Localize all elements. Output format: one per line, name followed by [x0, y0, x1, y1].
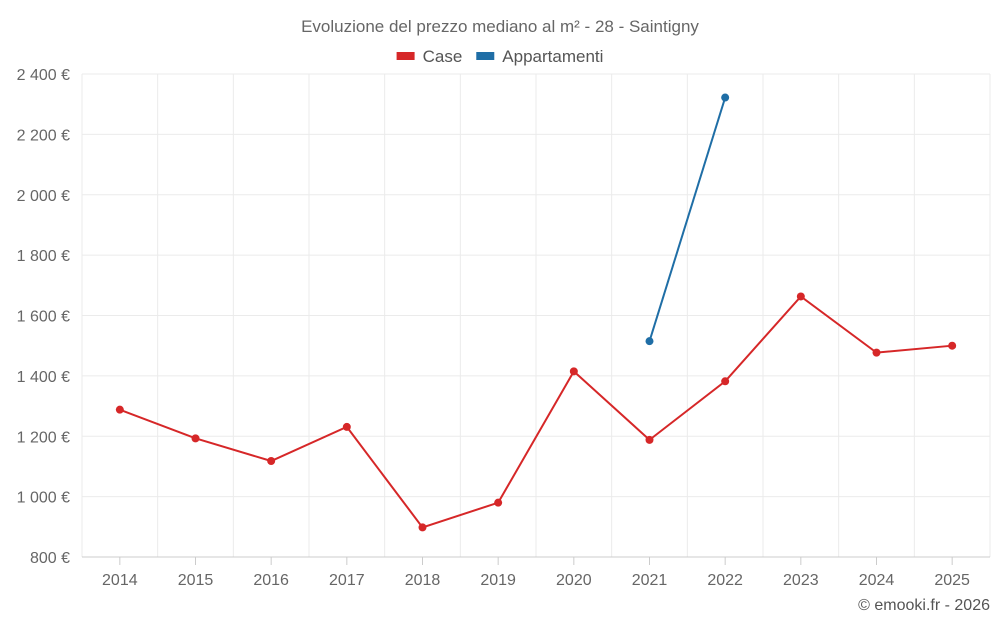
y-tick-label: 1 800 € — [17, 248, 70, 265]
y-tick-label: 800 € — [30, 550, 70, 567]
grid — [81, 73, 991, 557]
series — [115, 93, 957, 532]
data-point-case[interactable] — [645, 435, 654, 444]
y-tick-label: 2 400 € — [17, 67, 70, 84]
y-tick-label: 2 200 € — [17, 127, 70, 144]
x-tick-label: 2017 — [329, 572, 365, 589]
data-point-appartamenti[interactable] — [721, 93, 730, 102]
legend-swatch-case — [396, 52, 415, 60]
x-tick-label: 2022 — [707, 572, 743, 589]
data-point-case[interactable] — [872, 348, 881, 357]
y-tick-label: 1 200 € — [17, 429, 70, 446]
y-tick-label: 1 400 € — [17, 369, 70, 386]
series-line-appartamenti — [648, 97, 727, 342]
x-tick-label: 2020 — [556, 572, 592, 589]
y-tick-label: 1 600 € — [17, 309, 70, 326]
y-tick-label: 1 000 € — [17, 490, 70, 507]
x-tick-label: 2024 — [859, 572, 895, 589]
legend-label[interactable]: Case — [423, 47, 463, 66]
credit: © emooki.fr - 2026 — [858, 597, 990, 614]
x-tick-label: 2015 — [178, 572, 214, 589]
data-point-case[interactable] — [191, 434, 200, 443]
legend-swatch-appartamenti — [476, 52, 495, 60]
x-tick-label: 2023 — [783, 572, 819, 589]
data-point-case[interactable] — [494, 498, 503, 507]
x-axis: 2014 2015 2016 2017 2018 2019 2020 2021 2022 2023… — [82, 556, 990, 589]
chart-title: Evoluzione del prezzo mediano al m² - 28… — [301, 17, 699, 36]
data-point-case[interactable] — [342, 422, 351, 431]
data-point-case[interactable] — [948, 341, 957, 350]
data-point-appartamenti[interactable] — [645, 337, 654, 346]
data-point-case[interactable] — [115, 405, 124, 414]
data-point-case[interactable] — [721, 377, 730, 386]
y-axis: 800 € 1 000 € 1 200 € 1 400 € 1 600 € 1 800 €… — [17, 67, 70, 567]
data-point-case[interactable] — [569, 367, 578, 376]
x-tick-label: 2025 — [934, 572, 970, 589]
x-tick-label: 2014 — [102, 572, 138, 589]
data-point-case[interactable] — [418, 523, 427, 532]
legend-label[interactable]: Appartamenti — [502, 47, 603, 66]
data-point-case[interactable] — [796, 292, 805, 301]
x-tick-label: 2016 — [253, 572, 289, 589]
data-point-case[interactable] — [267, 457, 276, 466]
x-tick-label: 2018 — [405, 572, 441, 589]
y-tick-label: 2 000 € — [17, 188, 70, 205]
x-tick-label: 2021 — [632, 572, 668, 589]
series-line-case — [119, 295, 953, 529]
legend: Case Appartamenti — [396, 47, 603, 66]
x-tick-label: 2019 — [480, 572, 516, 589]
